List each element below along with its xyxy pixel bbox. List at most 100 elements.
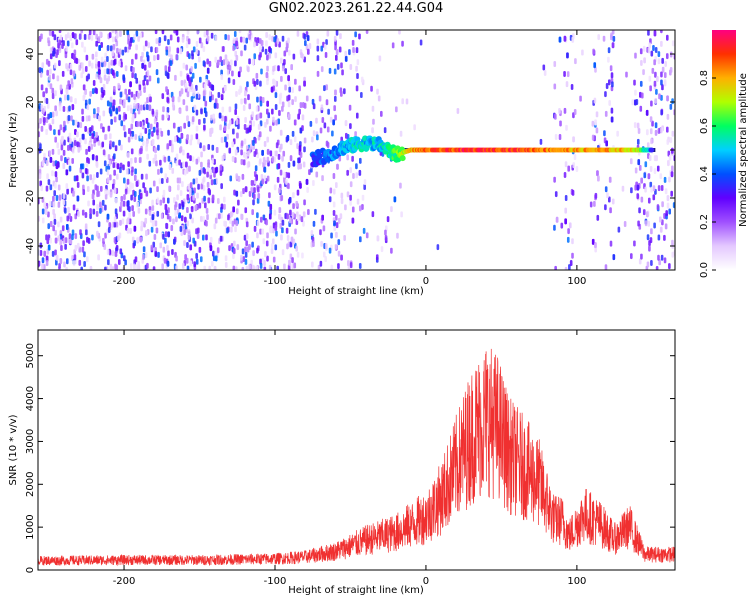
spectrogram-cell [181,181,184,188]
spectrogram-cell [553,224,556,231]
signal-point [399,155,406,162]
spectrogram-cell [213,223,217,230]
spectrogram-cell [202,60,206,67]
colorbar-tick-label: 0.2 [699,214,710,230]
spectrogram-cell [378,55,382,62]
spectrogram-cell [337,239,341,246]
spectrogram-cell [239,66,242,73]
spectrogram-cell [96,106,100,113]
spectrogram-cell [291,87,294,94]
spectrogram-cell [155,69,159,76]
spectrogram-cell [299,182,302,189]
spectrogram-cell [71,157,74,164]
spectrogram-cell [280,143,283,150]
spectrogram-cell [648,75,652,82]
spectrogram-cell [257,113,260,120]
spectrogram-cell [320,104,324,111]
spectrogram-cell [97,221,101,228]
spectrogram-cell [202,215,205,222]
spectrogram-cell [255,72,259,79]
spectrogram-cell [187,183,190,190]
spectrogram-cell [607,56,610,63]
spectrogram-cell [45,160,49,167]
spectrogram-cell [661,201,664,208]
spectrogram-cell [656,165,660,172]
spectrogram-cell [106,249,110,256]
spectrogram-cell [456,107,460,114]
spectrogram-cell [640,253,643,260]
spectrogram-cell [113,169,116,176]
spectrogram-cell [51,30,55,37]
spectrogram-cell [203,117,206,124]
spectrogram-cell [220,136,224,143]
spectrogram-cell [87,145,91,152]
spectrogram-cell [671,130,675,137]
spectrogram-cell [173,197,176,204]
spectrogram-cell [269,208,273,215]
spectrogram-cell [156,210,160,217]
spectrogram-cell [110,59,114,66]
spectrogram-cell [323,43,327,50]
spectrogram-cell [115,221,119,228]
spectrogram-cell [419,39,423,46]
spectrogram-cell [82,95,86,102]
spectrogram-cell [244,186,248,193]
spectrogram-cell [271,156,275,163]
spectrogram-cell [255,265,258,270]
spectrogram-cell [156,129,159,136]
spectrogram-cell [160,178,164,185]
spectrogram-cell [647,47,651,54]
spectrogram-cell [325,84,328,91]
spectrogram-cell [188,165,191,172]
spectrogram-cell [268,192,271,199]
spectrogram-cell [224,136,227,143]
spectrogram-x-ticks: -200 -100 0 100 [113,30,586,287]
spectrogram-cell [324,52,328,59]
spectrogram-cell [38,173,42,180]
spectrogram-cell [306,48,310,55]
spectrogram-cell [361,194,365,201]
spectrogram-cell [70,115,73,122]
spectrogram-cell [269,150,273,157]
spectrogram-cell [171,101,175,108]
snr-x-ticks: -200 -100 0 100 [113,330,586,587]
spectrogram-cell [660,40,663,47]
spectrogram-cell [134,157,137,164]
spectrogram-cell [40,33,43,40]
spectrogram-cell [57,221,60,228]
spectrogram-cell [630,253,633,260]
y-tick-label: 5000 [25,343,36,368]
spectrogram-cell [95,155,99,162]
spectrogram-cell [40,125,44,132]
spectrogram-cell [115,33,119,40]
spectrogram-cell [81,115,85,122]
spectrogram-cell [164,204,168,211]
spectrogram-cell [207,187,211,194]
spectrogram-cell [656,76,659,83]
colorbar-ticks: 0.00.20.40.60.8 [699,70,716,278]
spectrogram-cell [302,220,305,227]
spectrogram-cell [212,255,216,262]
spectrogram-cell [302,161,306,168]
spectrogram-cell [100,123,103,130]
spectrogram-cell [144,217,148,224]
spectrogram-cell [284,84,287,91]
spectrogram-cell [329,116,333,123]
spectrogram-cell [69,96,73,103]
spectrogram-cell [78,259,82,266]
spectrogram-cell [49,112,53,119]
spectrogram-cell [74,33,77,40]
spectrogram-cell [621,185,625,192]
spectrogram-cell [283,171,286,178]
spectrogram-cell [145,173,148,180]
spectrogram-cell [245,221,249,228]
spectrogram-cell [326,126,330,133]
spectrogram-cell [332,201,336,208]
spectrogram-cell [110,118,113,125]
spectrogram-cell [650,100,653,107]
spectrogram-cell [117,259,121,266]
spectrogram-cell [236,244,240,251]
spectrogram-cell [146,97,149,104]
spectrogram-cell [266,156,270,163]
